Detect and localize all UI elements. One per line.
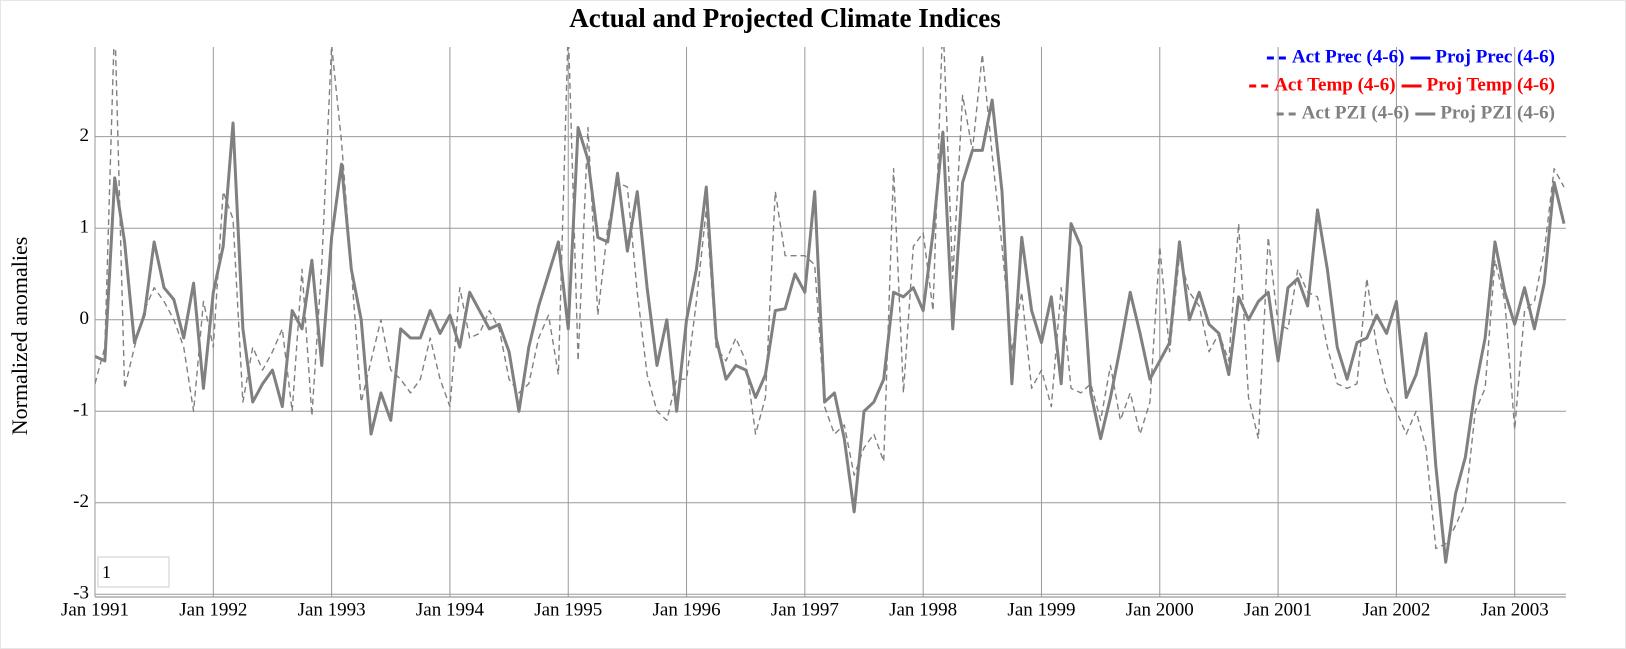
- legend-label: Act Temp (4-6): [1274, 74, 1395, 95]
- y-tick-label: -2: [73, 491, 89, 512]
- y-tick-label: -1: [73, 400, 89, 421]
- plot-area: [95, 47, 1566, 564]
- x-tick-label: Jan 2001: [1244, 599, 1312, 620]
- x-tick-label: Jan 1992: [179, 599, 247, 620]
- x-tick-label: Jan 1996: [653, 599, 721, 620]
- x-tick-label: Jan 2002: [1362, 599, 1430, 620]
- legend-label: Act Prec (4-6): [1292, 46, 1405, 67]
- x-tick-label: Jan 1991: [61, 599, 129, 620]
- x-tick-label: Jan 1993: [298, 599, 366, 620]
- x-tick-label: Jan 1995: [534, 599, 602, 620]
- y-tick-label: 1: [80, 217, 90, 238]
- chart-title: Actual and Projected Climate Indices: [569, 3, 1000, 33]
- legend-label: Proj Prec (4-6): [1435, 46, 1555, 67]
- y-tick-label: 0: [80, 308, 90, 329]
- x-tick-label: Jan 1998: [889, 599, 957, 620]
- x-tick-label: Jan 2000: [1126, 599, 1194, 620]
- x-tick-label: Jan 1994: [416, 599, 485, 620]
- annotation-box: [97, 556, 170, 588]
- x-tick-label: Jan 1999: [1007, 599, 1075, 620]
- legend: Proj Prec (4-6) Act Prec (4-6) Proj Temp (…: [1249, 46, 1555, 123]
- series-line: [95, 98, 1566, 564]
- legend-label: Proj Temp (4-6): [1427, 74, 1555, 95]
- legend-label: Act PZI (4-6): [1302, 102, 1410, 123]
- y-tick-label: 2: [80, 125, 90, 146]
- grid: -3 -2 -1 0 1 2 Jan 1991 Jan 1992 Jan 1993 Jan 199…: [61, 47, 1566, 620]
- y-axis-label: Normalized anomalies: [7, 237, 32, 436]
- series-line: [95, 47, 1565, 550]
- x-tick-label: Jan 1997: [771, 599, 839, 620]
- legend-label: Proj PZI (4-6): [1440, 102, 1555, 123]
- y-tick-label: -3: [73, 583, 89, 604]
- annotation: 1: [102, 562, 111, 582]
- x-tick-label: Jan 2003: [1481, 599, 1549, 620]
